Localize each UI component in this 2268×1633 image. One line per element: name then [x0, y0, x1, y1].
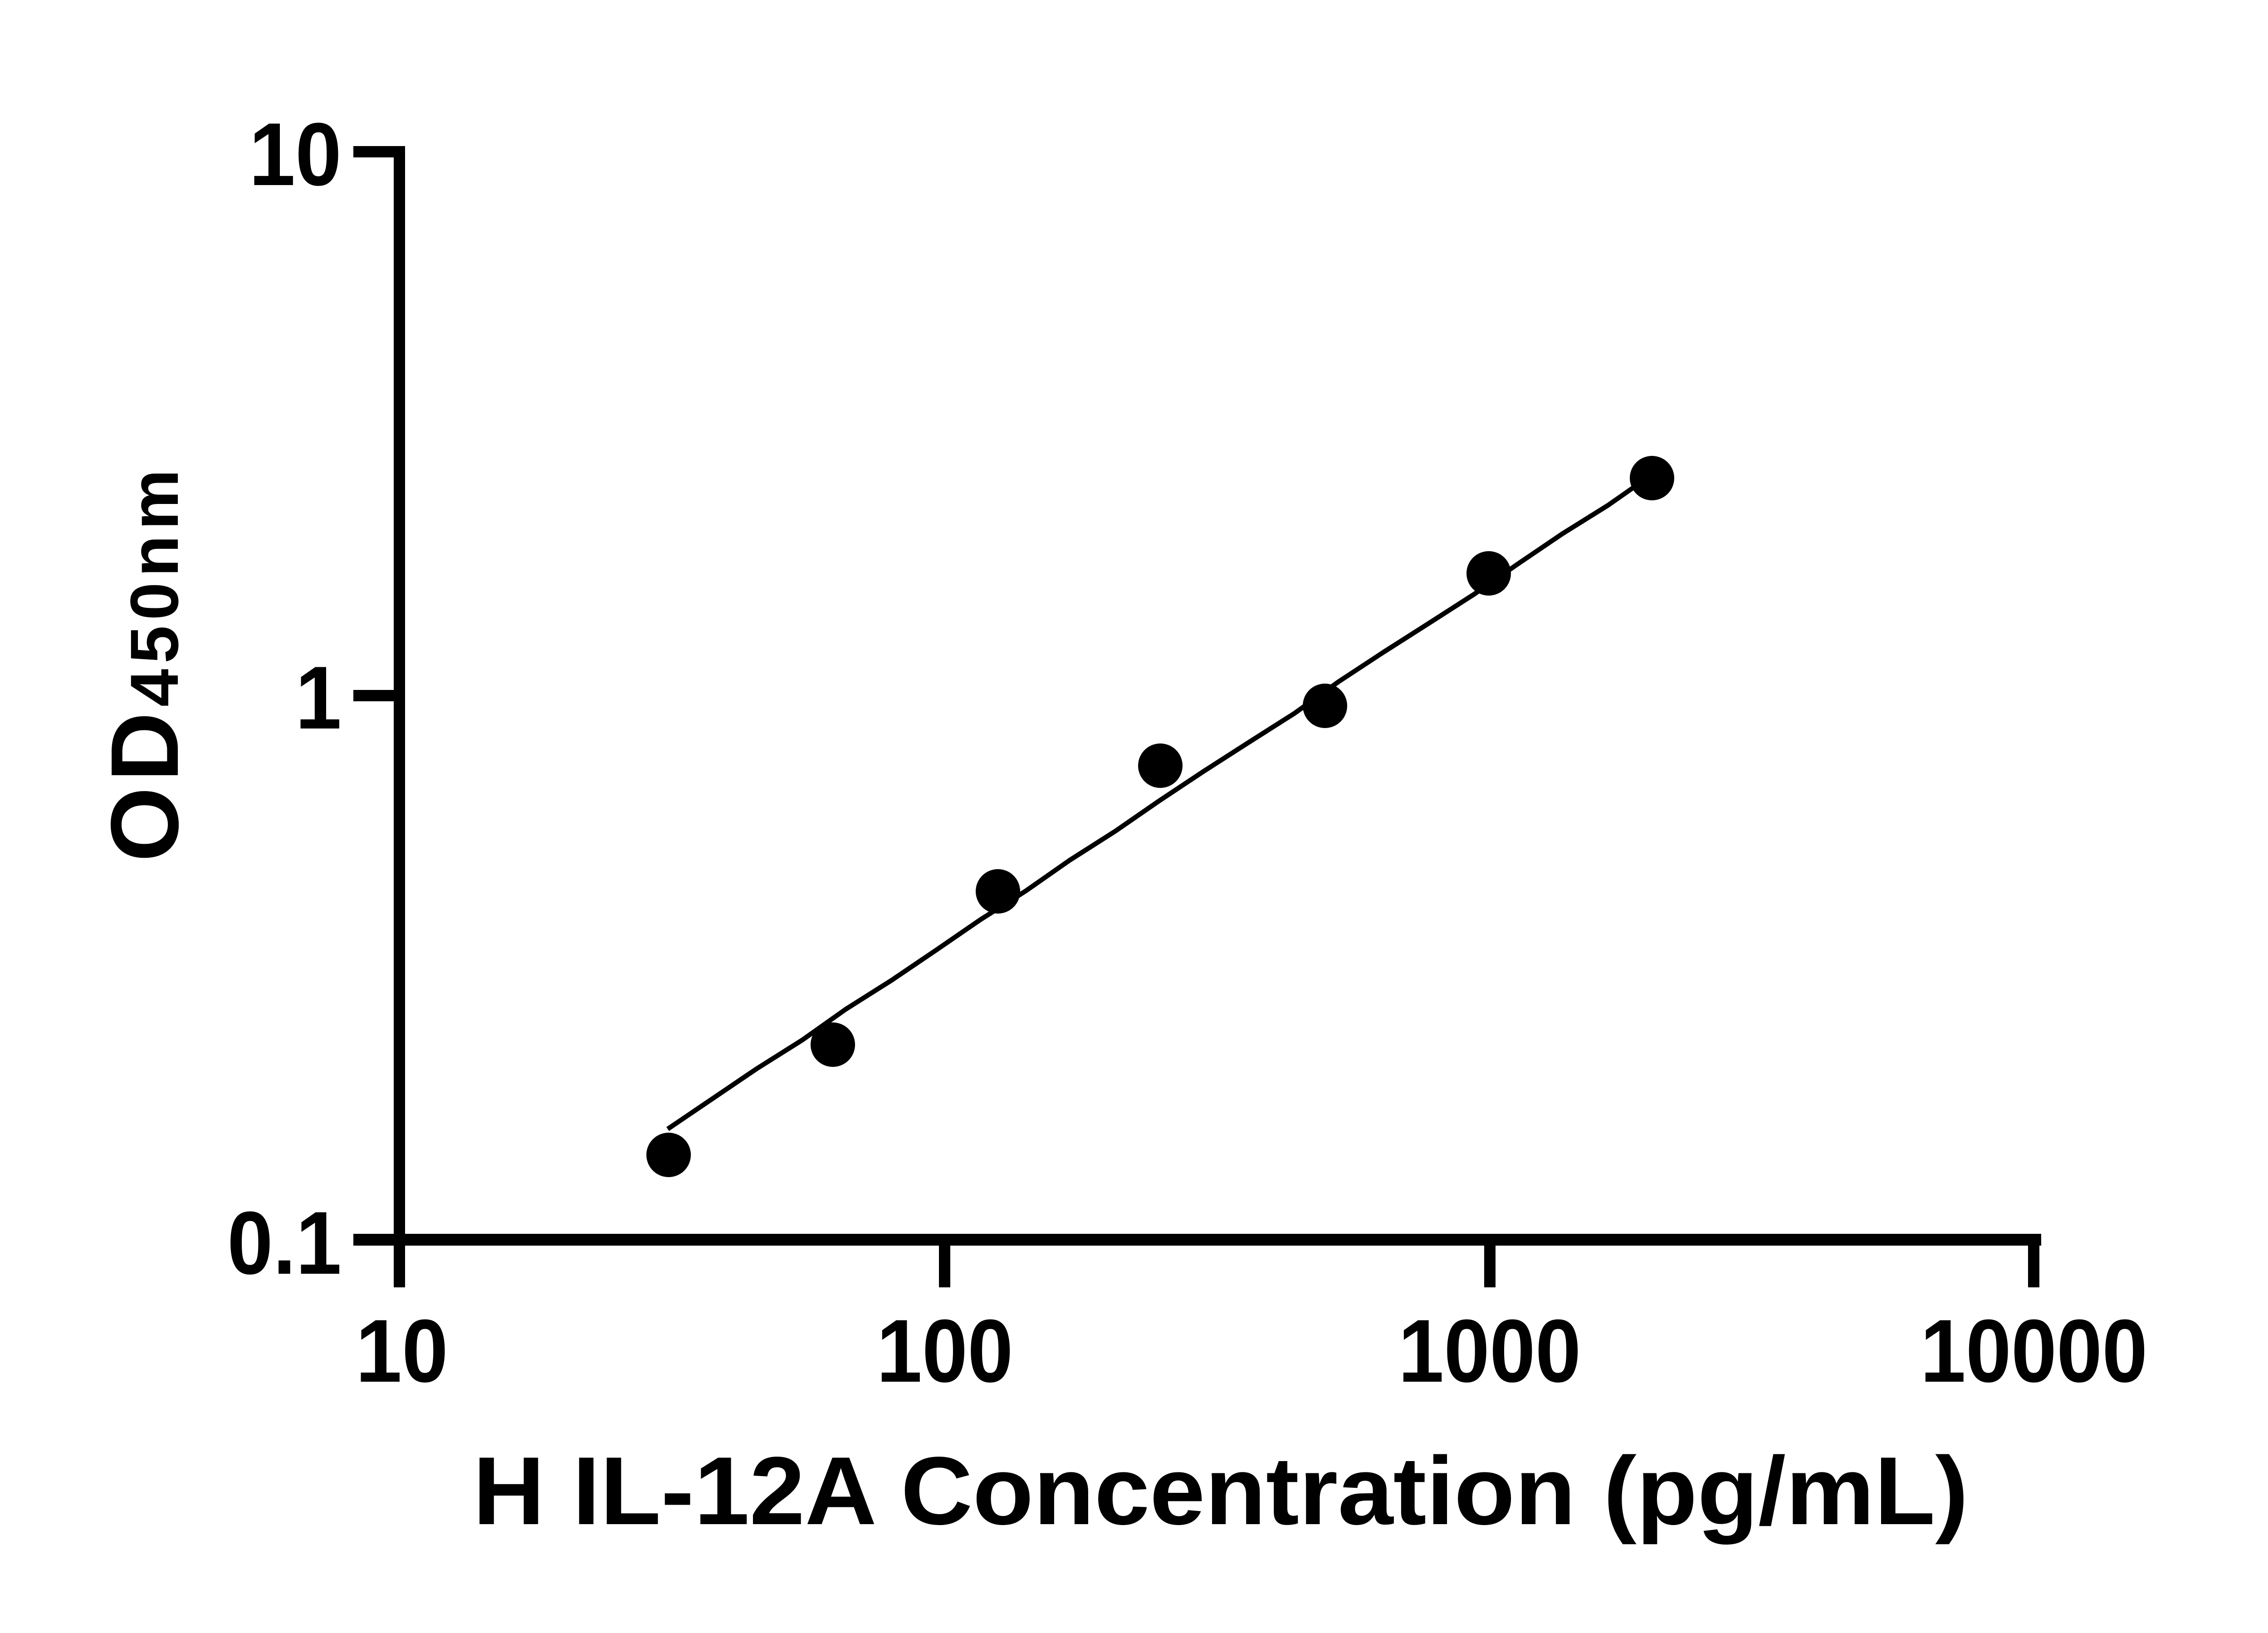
svg-text:10000: 10000: [1921, 1301, 2148, 1401]
svg-text:10: 10: [249, 104, 342, 204]
svg-text:H IL-12A Concentration (pg/mL): H IL-12A Concentration (pg/mL): [473, 1437, 1969, 1545]
svg-text:1000: 1000: [1398, 1301, 1581, 1401]
svg-text:0.1: 0.1: [227, 1193, 342, 1293]
svg-text:10: 10: [356, 1301, 448, 1401]
svg-text:1: 1: [295, 648, 342, 748]
svg-text:100: 100: [877, 1301, 1013, 1401]
